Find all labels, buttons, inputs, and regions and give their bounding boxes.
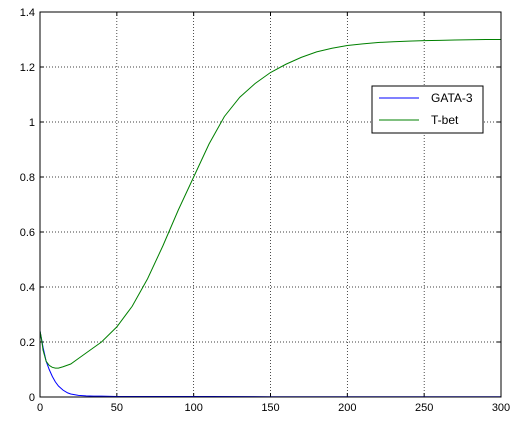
legend-box — [371, 85, 484, 134]
y-tick-label: 1 — [29, 117, 35, 129]
grid — [40, 12, 501, 397]
y-tick-label: 0.4 — [20, 282, 35, 294]
y-tick-label: 1.2 — [20, 62, 35, 74]
y-tick-label: 0.8 — [20, 172, 35, 184]
x-tick-label: 300 — [492, 402, 510, 414]
ticks: 0 50 100 150 200 250 300 0 0.2 0.4 0.6 0.8 1 1.2 1.4 — [20, 7, 510, 414]
legend-label-tbet: T-bet — [431, 113, 459, 127]
x-tick-label: 0 — [37, 402, 43, 414]
y-tick-label: 1.4 — [20, 7, 35, 19]
x-tick-label: 200 — [338, 402, 356, 414]
plot-frame — [39, 11, 502, 398]
series — [39, 39, 501, 398]
series-line-gata3 — [39, 330, 501, 398]
x-tick-label: 250 — [415, 402, 433, 414]
series-line-tbet — [39, 39, 501, 369]
y-tick-label: 0.2 — [20, 337, 35, 349]
legend: GATA-3 T-bet — [371, 85, 484, 134]
legend-label-gata3: GATA-3 — [431, 91, 473, 105]
x-tick-label: 150 — [261, 402, 279, 414]
x-tick-label: 50 — [111, 402, 123, 414]
y-tick-label: 0 — [29, 392, 35, 404]
y-tick-label: 0.6 — [20, 227, 35, 239]
x-tick-label: 100 — [184, 402, 202, 414]
